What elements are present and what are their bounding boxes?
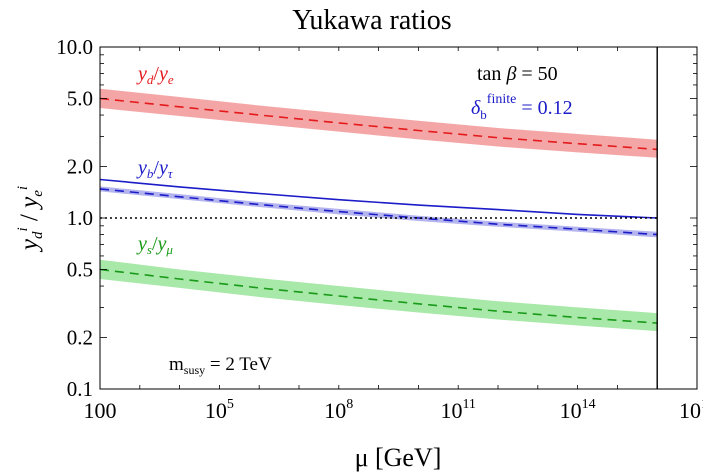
band-1 (100, 186, 658, 238)
reference-lines (100, 47, 658, 389)
uncertainty-bands (100, 88, 658, 332)
y-tick-label-4: 2.0 (67, 155, 93, 179)
y-axis-label: ydi / yei (15, 186, 46, 253)
series-label-ys-ymu: ys/yμ (136, 233, 173, 257)
annotation-tanbeta: tan β = 50 (477, 63, 558, 85)
annotation-delta-b-finite: δbfinite = 0.12 (471, 92, 573, 122)
x-tick-label-0: 100 (84, 398, 117, 423)
x-tick-label-5: 1017 (679, 397, 703, 423)
x-tick-label-2: 108 (324, 397, 353, 423)
band-3 (100, 259, 658, 332)
series-label-yb-ytau: yb/yτ (136, 157, 174, 181)
y-tick-label-1: 0.2 (67, 326, 93, 350)
y-tick-label-0: 0.1 (67, 377, 93, 401)
x-tick-label-4: 1014 (560, 397, 596, 423)
series-label-yd-ye: yd/ye (136, 63, 174, 87)
x-tick-label-1: 105 (205, 397, 234, 423)
annotation-msusy: msusy = 2 TeV (169, 354, 272, 377)
plot-area (99, 47, 658, 389)
series-line-2 (99, 178, 658, 219)
band-0 (100, 88, 658, 158)
x-tick-label-3: 1011 (440, 397, 475, 423)
y-tick-labels: 0.1 0.2 0.5 1.0 2.0 5.0 10.0 (56, 35, 93, 401)
y-tick-label-2: 0.5 (67, 257, 93, 281)
x-axis-label: μ [GeV] (355, 443, 442, 472)
plot-frame (99, 46, 698, 390)
y-tick-label-6: 10.0 (56, 35, 93, 59)
chart-title: Yukawa ratios (292, 5, 451, 36)
series-line-3 (99, 268, 658, 324)
series-lines (99, 97, 658, 324)
y-tick-label-5: 5.0 (67, 86, 93, 110)
series-line-0 (99, 97, 658, 151)
x-tick-labels: 100 105 108 1011 1014 1017 (84, 397, 703, 423)
y-tick-label-3: 1.0 (67, 206, 93, 230)
series-line-1 (99, 188, 658, 236)
